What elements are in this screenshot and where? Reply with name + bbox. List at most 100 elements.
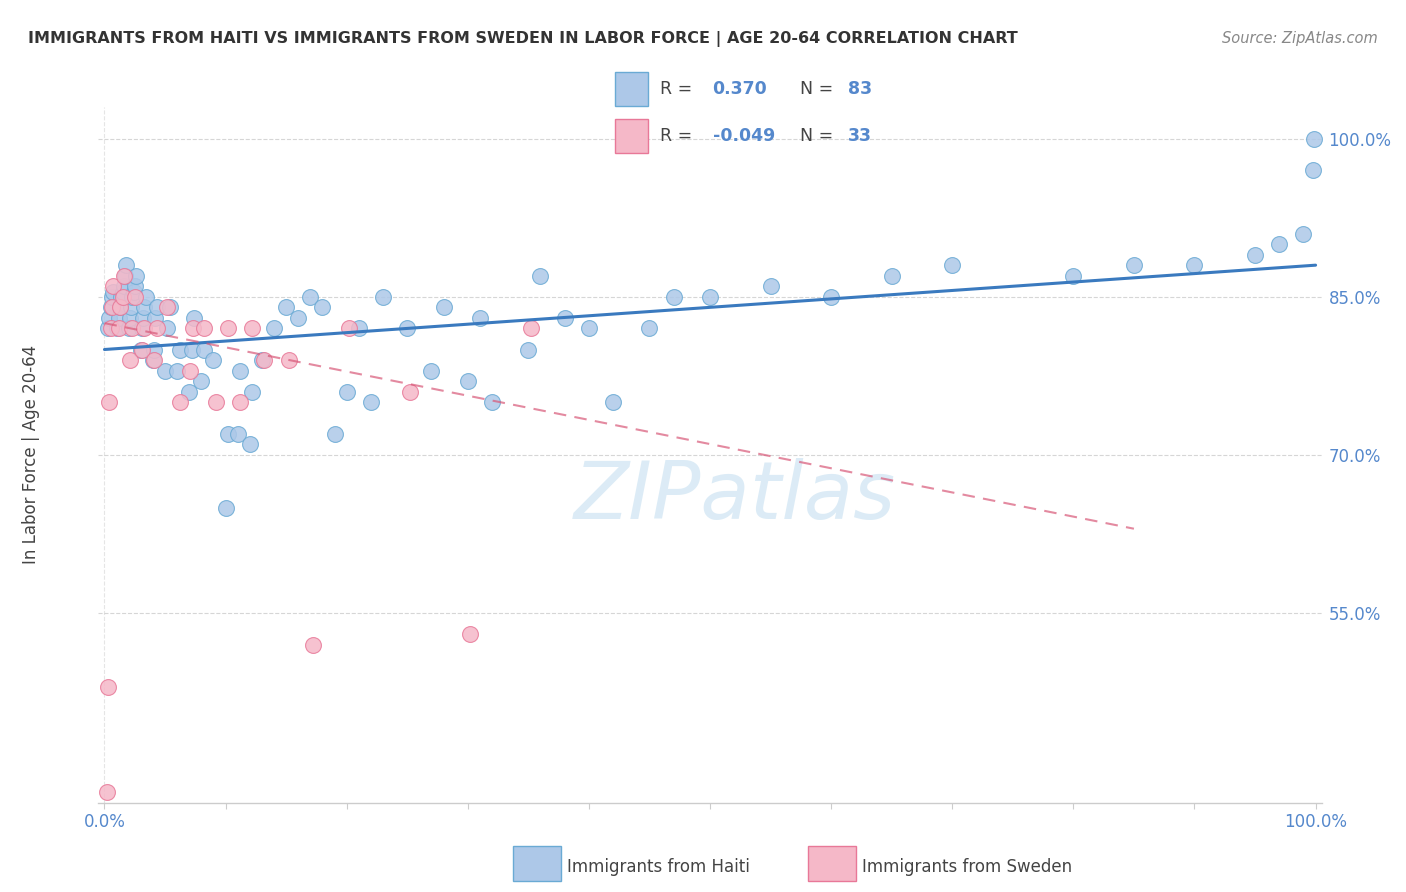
Point [118,310,141,325]
Point [183,310,205,325]
Point [181,321,204,335]
Point [179,384,201,399]
Point [205,395,228,409]
Point [759,279,782,293]
Point [143,343,166,357]
Point [115,258,138,272]
Point [520,321,543,335]
Point [820,290,842,304]
Point [193,321,215,335]
Point [602,395,624,409]
Point [156,321,179,335]
Point [420,363,443,377]
Point [229,395,252,409]
Bar [614,71,648,105]
Point [226,426,249,441]
Point [1303,131,1326,145]
Point [180,343,202,357]
Point [124,279,146,293]
Text: Immigrants from Haiti: Immigrants from Haiti [567,858,749,876]
Point [108,310,131,325]
Point [880,268,903,283]
Point [101,279,124,293]
Point [118,321,141,335]
Point [517,343,540,357]
Point [129,343,152,357]
Point [941,258,963,272]
Point [481,395,503,409]
Point [662,290,685,304]
Point [311,301,333,315]
Point [276,301,298,315]
Point [118,353,141,368]
Point [360,395,382,409]
Point [253,353,276,368]
Point [458,627,481,641]
Point [100,301,122,315]
Point [135,290,157,304]
Text: R =: R = [661,79,693,97]
Point [301,638,323,652]
Point [217,321,239,335]
Point [169,395,191,409]
Point [125,268,148,283]
Point [142,353,165,368]
Text: -0.049: -0.049 [713,127,775,145]
Point [169,343,191,357]
Point [202,353,225,368]
Point [134,321,156,335]
Point [108,321,131,335]
Point [529,268,551,283]
Point [371,290,394,304]
Text: Immigrants from Sweden: Immigrants from Sweden [862,858,1071,876]
Point [240,384,263,399]
Point [110,290,132,304]
Point [432,301,454,315]
Point [134,301,156,315]
Point [398,384,420,399]
Point [120,301,142,315]
Text: IMMIGRANTS FROM HAITI VS IMMIGRANTS FROM SWEDEN IN LABOR FORCE | AGE 20-64 CORRE: IMMIGRANTS FROM HAITI VS IMMIGRANTS FROM… [28,31,1018,47]
Point [578,321,600,335]
Point [229,363,252,377]
Text: ZIPatlas: ZIPatlas [574,458,896,536]
Point [100,290,122,304]
Point [323,426,346,441]
Text: Source: ZipAtlas.com: Source: ZipAtlas.com [1222,31,1378,46]
Point [98,310,121,325]
Point [124,290,146,304]
Point [699,290,721,304]
Point [132,310,155,325]
Point [145,301,167,315]
Point [1244,247,1267,261]
Point [277,353,299,368]
Point [1184,258,1206,272]
Point [97,321,120,335]
Point [97,680,120,694]
Text: 33: 33 [848,127,872,145]
Point [143,353,166,368]
Point [159,301,181,315]
Point [111,290,134,304]
Point [110,301,132,315]
Point [214,500,236,515]
Point [396,321,419,335]
Text: N =: N = [800,127,834,145]
Point [105,321,128,335]
Point [193,343,215,357]
Point [240,321,263,335]
Point [100,321,122,335]
Point [156,301,179,315]
Point [112,279,135,293]
Point [143,310,166,325]
Point [468,310,491,325]
Point [112,268,135,283]
Text: R =: R = [661,127,693,145]
Point [179,363,201,377]
Point [638,321,661,335]
Point [299,290,322,304]
Point [153,363,176,377]
Point [100,301,122,315]
Text: 0.370: 0.370 [713,79,768,97]
Point [1292,227,1315,241]
